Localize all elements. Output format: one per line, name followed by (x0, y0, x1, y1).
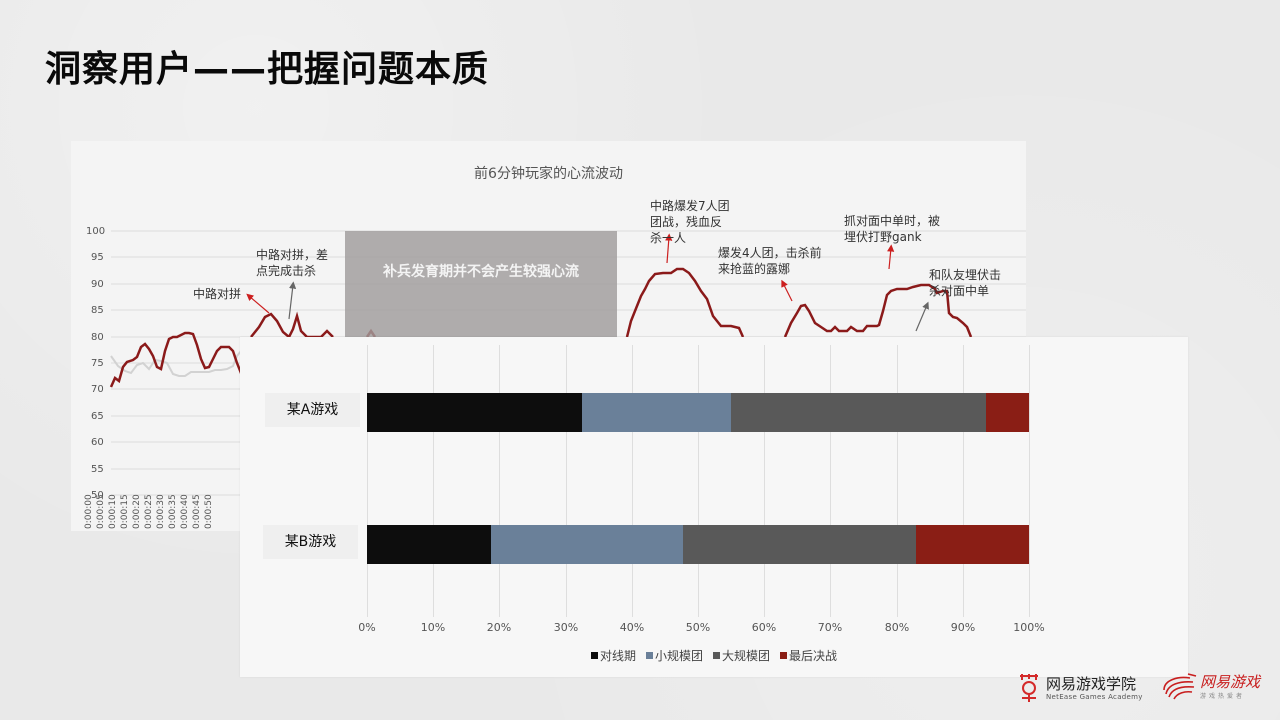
x-tick: 10% (420, 621, 446, 634)
netease-swirl-icon (1163, 673, 1197, 700)
gridline (1029, 345, 1030, 617)
segment-final-battle (916, 525, 1029, 564)
annotation-line: 杀对面中单 (929, 284, 990, 298)
x-tick: 90% (950, 621, 976, 634)
gridline (698, 345, 699, 617)
highlight-label: 补兵发育期并不会产生较强心流 (383, 264, 579, 280)
y-tick: 60 (91, 437, 104, 448)
line-chart-title: 前6分钟玩家的心流波动 (474, 166, 623, 182)
gridline (963, 345, 964, 617)
legend-item-large-teamfight: 大规模团 (713, 647, 770, 664)
y-tick: 100 (86, 226, 106, 237)
academy-emblem-icon (1018, 673, 1040, 703)
annotation-line: 抓对面中单时，被 (844, 214, 941, 228)
phase-stacked-bar-chart: 某A游戏 某B游戏 0% 10% 20% 30% 40% 50% 60% 70%… (240, 337, 1188, 677)
segment-small-teamfight (582, 393, 732, 432)
y-tick: 50 (91, 490, 104, 501)
games-subtitle: 游戏热爱者 (1200, 693, 1246, 700)
segment-laning (367, 393, 583, 432)
segment-small-teamfight (490, 525, 684, 564)
y-tick: 55 (91, 464, 104, 475)
y-tick: 70 (91, 384, 104, 395)
legend-item-small-teamfight: 小规模团 (645, 647, 703, 664)
gridline (499, 345, 500, 617)
legend-swatch (590, 652, 598, 659)
gridline (830, 345, 831, 617)
annotation-line: 爆发4人团，击杀前 (718, 246, 822, 260)
segment-large-teamfight (683, 525, 917, 564)
netease-games-logo: 网易游戏 游戏热爱者 (1160, 672, 1260, 702)
annotation-line: 团战，残血反 (650, 215, 723, 229)
legend-label: 最后决战 (789, 649, 838, 663)
x-tick: 0:00:50 (204, 494, 214, 529)
legend-swatch (713, 652, 720, 659)
annotation-line: 中路爆发7人团 (650, 199, 730, 213)
gridline (764, 345, 765, 617)
annotation-line: 和队友埋伏击 (929, 268, 1002, 282)
x-tick: 70% (817, 621, 843, 634)
y-tick: 75 (91, 358, 104, 369)
legend-item-laning: 对线期 (590, 647, 636, 664)
development-phase-highlight: 补兵发育期并不会产生较强心流 (345, 231, 617, 341)
annotation-line: 中路对拼，差 (256, 248, 329, 262)
netease-academy-logo: 网易游戏学院 NetEase Games Academy (1018, 673, 1143, 703)
y-tick: 80 (91, 332, 104, 343)
x-tick: 60% (751, 621, 777, 634)
y-tick: 85 (91, 305, 104, 316)
gridline (367, 345, 368, 617)
academy-subtitle: NetEase Games Academy (1046, 692, 1143, 701)
legend-swatch (645, 652, 653, 659)
gridline (897, 345, 898, 617)
annotation-line: 埋伏打野gank (844, 230, 922, 244)
annotation-line: 杀一人 (650, 231, 687, 245)
legend-label: 小规模团 (654, 649, 703, 663)
x-tick: 20% (486, 621, 512, 634)
legend-label: 大规模团 (722, 649, 771, 663)
gridline (566, 345, 567, 617)
legend-item-final-battle: 最后决战 (780, 647, 837, 664)
segment-large-teamfight (731, 393, 986, 432)
x-tick: 40% (619, 621, 645, 634)
x-tick: 0% (358, 621, 376, 634)
annotation-line: 来抢蓝的露娜 (718, 262, 791, 276)
legend-label: 对线期 (599, 649, 636, 663)
bar-legend: 对线期 小规模团 大规模团 最后决战 (240, 647, 1188, 664)
x-tick: 100% (1013, 621, 1045, 634)
x-tick: 80% (884, 621, 910, 634)
category-label-game-b: 某B游戏 (263, 525, 358, 559)
games-name: 网易游戏 (1200, 673, 1261, 691)
segment-laning (367, 525, 491, 564)
x-tick: 30% (553, 621, 579, 634)
academy-name: 网易游戏学院 (1046, 674, 1137, 693)
y-tick: 65 (91, 411, 104, 422)
annotation-mid-lane-duel: 中路对拼 (193, 287, 242, 301)
bar-game-a (367, 393, 1029, 432)
gridline (632, 345, 633, 617)
legend-swatch (780, 652, 788, 659)
y-tick: 90 (91, 279, 104, 290)
x-tick: 50% (685, 621, 711, 634)
segment-final-battle (985, 393, 1029, 432)
annotation-line: 点完成击杀 (256, 264, 317, 278)
y-tick: 95 (91, 252, 104, 263)
category-label-game-a: 某A游戏 (265, 393, 360, 427)
gridline (433, 345, 434, 617)
bar-game-b (367, 525, 1029, 564)
page-title: 洞察用户——把握问题本质 (45, 49, 490, 90)
